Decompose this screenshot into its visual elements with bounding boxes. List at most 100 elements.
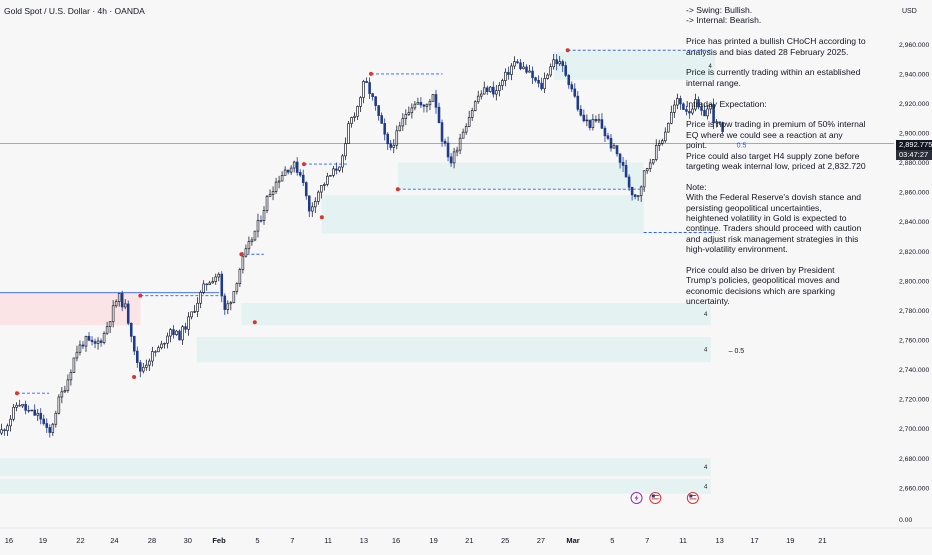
time-tick-label: 21 (465, 536, 473, 545)
bearish-candle (386, 133, 390, 145)
bearish-candle (18, 404, 21, 407)
symbol-title[interactable]: Gold Spot / U.S. Dollar · 4h · OANDA (4, 6, 145, 16)
zone-label: 4 (704, 484, 708, 490)
price-axis-zero-label: 0.00 (899, 517, 912, 524)
bullish-candle (196, 302, 199, 312)
bearish-candle (45, 423, 49, 428)
bullish-candle (247, 241, 251, 250)
bearish-candle (422, 104, 426, 107)
bullish-candle (392, 144, 396, 148)
bearish-candle (582, 114, 586, 122)
time-tick-label: 11 (324, 536, 332, 545)
bullish-candle (667, 122, 670, 133)
zone-label: 4 (704, 465, 708, 471)
bullish-candle (69, 372, 73, 381)
bearish-candle (99, 340, 103, 343)
bearish-candle (718, 121, 721, 123)
demand-zone (554, 51, 716, 80)
bearish-candle (440, 122, 444, 142)
bearish-candle (630, 186, 634, 196)
bearish-candle (304, 182, 308, 197)
bearish-candle (606, 135, 610, 139)
intraday-note-1: Price is now trading in premium of 50% i… (686, 119, 866, 151)
bullish-candle (495, 90, 498, 95)
bullish-candle (347, 123, 350, 144)
time-tick-label: 7 (290, 536, 294, 545)
bullish-candle (676, 98, 679, 106)
bearish-candle (627, 176, 631, 188)
bearish-candle (24, 403, 27, 411)
bullish-candle (211, 281, 215, 284)
bearish-candle (576, 95, 580, 110)
bearish-candle (555, 59, 558, 65)
swing-point-marker (369, 71, 374, 76)
bullish-candle (78, 344, 82, 353)
bullish-candle (661, 140, 664, 144)
last-price-tag: 2,892.775 (896, 140, 932, 150)
bullish-candle (271, 191, 275, 195)
bullish-candle (202, 283, 205, 293)
price-axis-panel (894, 0, 932, 550)
time-tick-label: 28 (148, 536, 156, 545)
bullish-candle (145, 364, 148, 368)
bullish-candle (274, 181, 278, 192)
time-tick-label: 27 (537, 536, 545, 545)
bullish-candle (329, 175, 332, 177)
flag-canton (689, 494, 693, 498)
currency-label[interactable]: USD (902, 8, 917, 15)
bullish-candle (102, 332, 106, 343)
bearish-candle (335, 168, 338, 171)
bearish-candle (383, 123, 386, 135)
bearish-candle (573, 88, 577, 97)
bullish-candle (157, 347, 160, 353)
zone-label: 4 (709, 64, 713, 70)
bullish-candle (226, 303, 230, 310)
bullish-candle (552, 59, 555, 68)
bearish-candle (380, 115, 383, 124)
bullish-candle (268, 194, 272, 197)
bullish-candle (585, 119, 589, 122)
time-tick-label: 16 (5, 536, 13, 545)
zone-label: 4 (704, 348, 708, 354)
bearish-candle (301, 174, 305, 183)
bullish-candle (356, 106, 359, 117)
bullish-candle (235, 283, 239, 292)
fib-label: – 0.5 (729, 348, 745, 355)
bearish-candle (682, 103, 685, 110)
bullish-candle (208, 282, 211, 285)
bearish-candle (371, 93, 374, 98)
time-tick-label: 19 (39, 536, 47, 545)
bullish-candle (398, 125, 402, 132)
bearish-candle (42, 418, 46, 424)
time-tick-label: 13 (715, 536, 723, 545)
bullish-candle (642, 170, 646, 188)
price-tick-label: 2,860.000 (899, 190, 929, 197)
time-tick-label: 13 (360, 536, 368, 545)
bearish-candle (205, 283, 208, 286)
bullish-candle (199, 292, 202, 304)
bullish-candle (51, 423, 55, 433)
bearish-candle (374, 96, 377, 106)
time-tick-label: 24 (110, 536, 118, 545)
bearish-candle (286, 169, 290, 173)
swing-point-marker (138, 293, 143, 298)
bearish-candle (39, 412, 43, 420)
bullish-candle (504, 71, 507, 81)
bullish-candle (142, 366, 145, 372)
bullish-candle (350, 117, 353, 124)
bullish-candle (467, 117, 471, 127)
bullish-candle (452, 151, 456, 164)
bearish-candle (703, 110, 706, 117)
bearish-candle (365, 81, 368, 83)
bullish-candle (250, 239, 254, 242)
price-tick-label: 2,680.000 (899, 456, 929, 463)
bullish-candle (96, 340, 100, 344)
bullish-candle (664, 131, 667, 142)
intraday-note-2: Price could also target H4 supply zone b… (686, 150, 866, 172)
bearish-candle (298, 172, 302, 176)
bullish-candle (476, 95, 480, 103)
bullish-candle (510, 65, 513, 75)
bullish-candle (60, 391, 64, 398)
